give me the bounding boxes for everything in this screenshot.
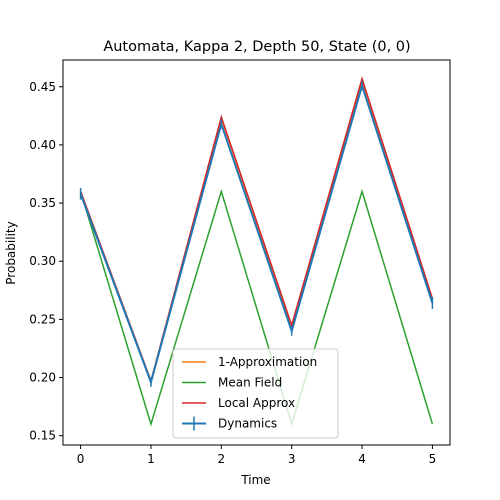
y-tick-label: 0.20 — [29, 371, 56, 385]
y-tick-label: 0.30 — [29, 254, 56, 268]
legend-frame — [172, 348, 339, 439]
plot-area — [62, 59, 451, 446]
x-tick-label: 2 — [217, 452, 225, 466]
x-tick-label: 1 — [147, 452, 155, 466]
chart-title: Automata, Kappa 2, Depth 50, State (0, 0… — [103, 39, 410, 55]
series-line-mean-field — [79, 188, 434, 427]
series-layer — [79, 76, 434, 427]
x-tick-label: 5 — [429, 452, 437, 466]
legend-label-local-approx: Local Approx — [218, 396, 295, 410]
y-tick-label: 0.40 — [29, 138, 56, 152]
x-axis-label: Time — [240, 473, 270, 487]
x-tick-label: 4 — [358, 452, 366, 466]
legend-label-dynamics: Dynamics — [218, 417, 277, 431]
y-axis: 0.15 0.20 0.25 0.30 0.35 0.40 0.45 — [29, 80, 63, 443]
x-tick-label: 0 — [77, 452, 85, 466]
legend-items: 1-Approximation Mean Field Local Approx Dyn… — [182, 355, 317, 431]
x-tick-label: 3 — [288, 452, 296, 466]
y-tick-label: 0.25 — [29, 312, 56, 326]
series-line-dynamics — [79, 82, 434, 386]
x-axis: 0 1 2 3 4 5 — [77, 445, 436, 466]
legend-label-1-approximation: 1-Approximation — [218, 355, 317, 369]
y-axis-label: Probability — [4, 221, 18, 284]
legend-label-mean-field: Mean Field — [218, 376, 282, 390]
y-tick-label: 0.35 — [29, 196, 56, 210]
legend: 1-Approximation Mean Field Local Approx Dyn… — [172, 348, 339, 439]
y-tick-label: 0.15 — [29, 429, 56, 443]
y-tick-label: 0.45 — [29, 80, 56, 94]
